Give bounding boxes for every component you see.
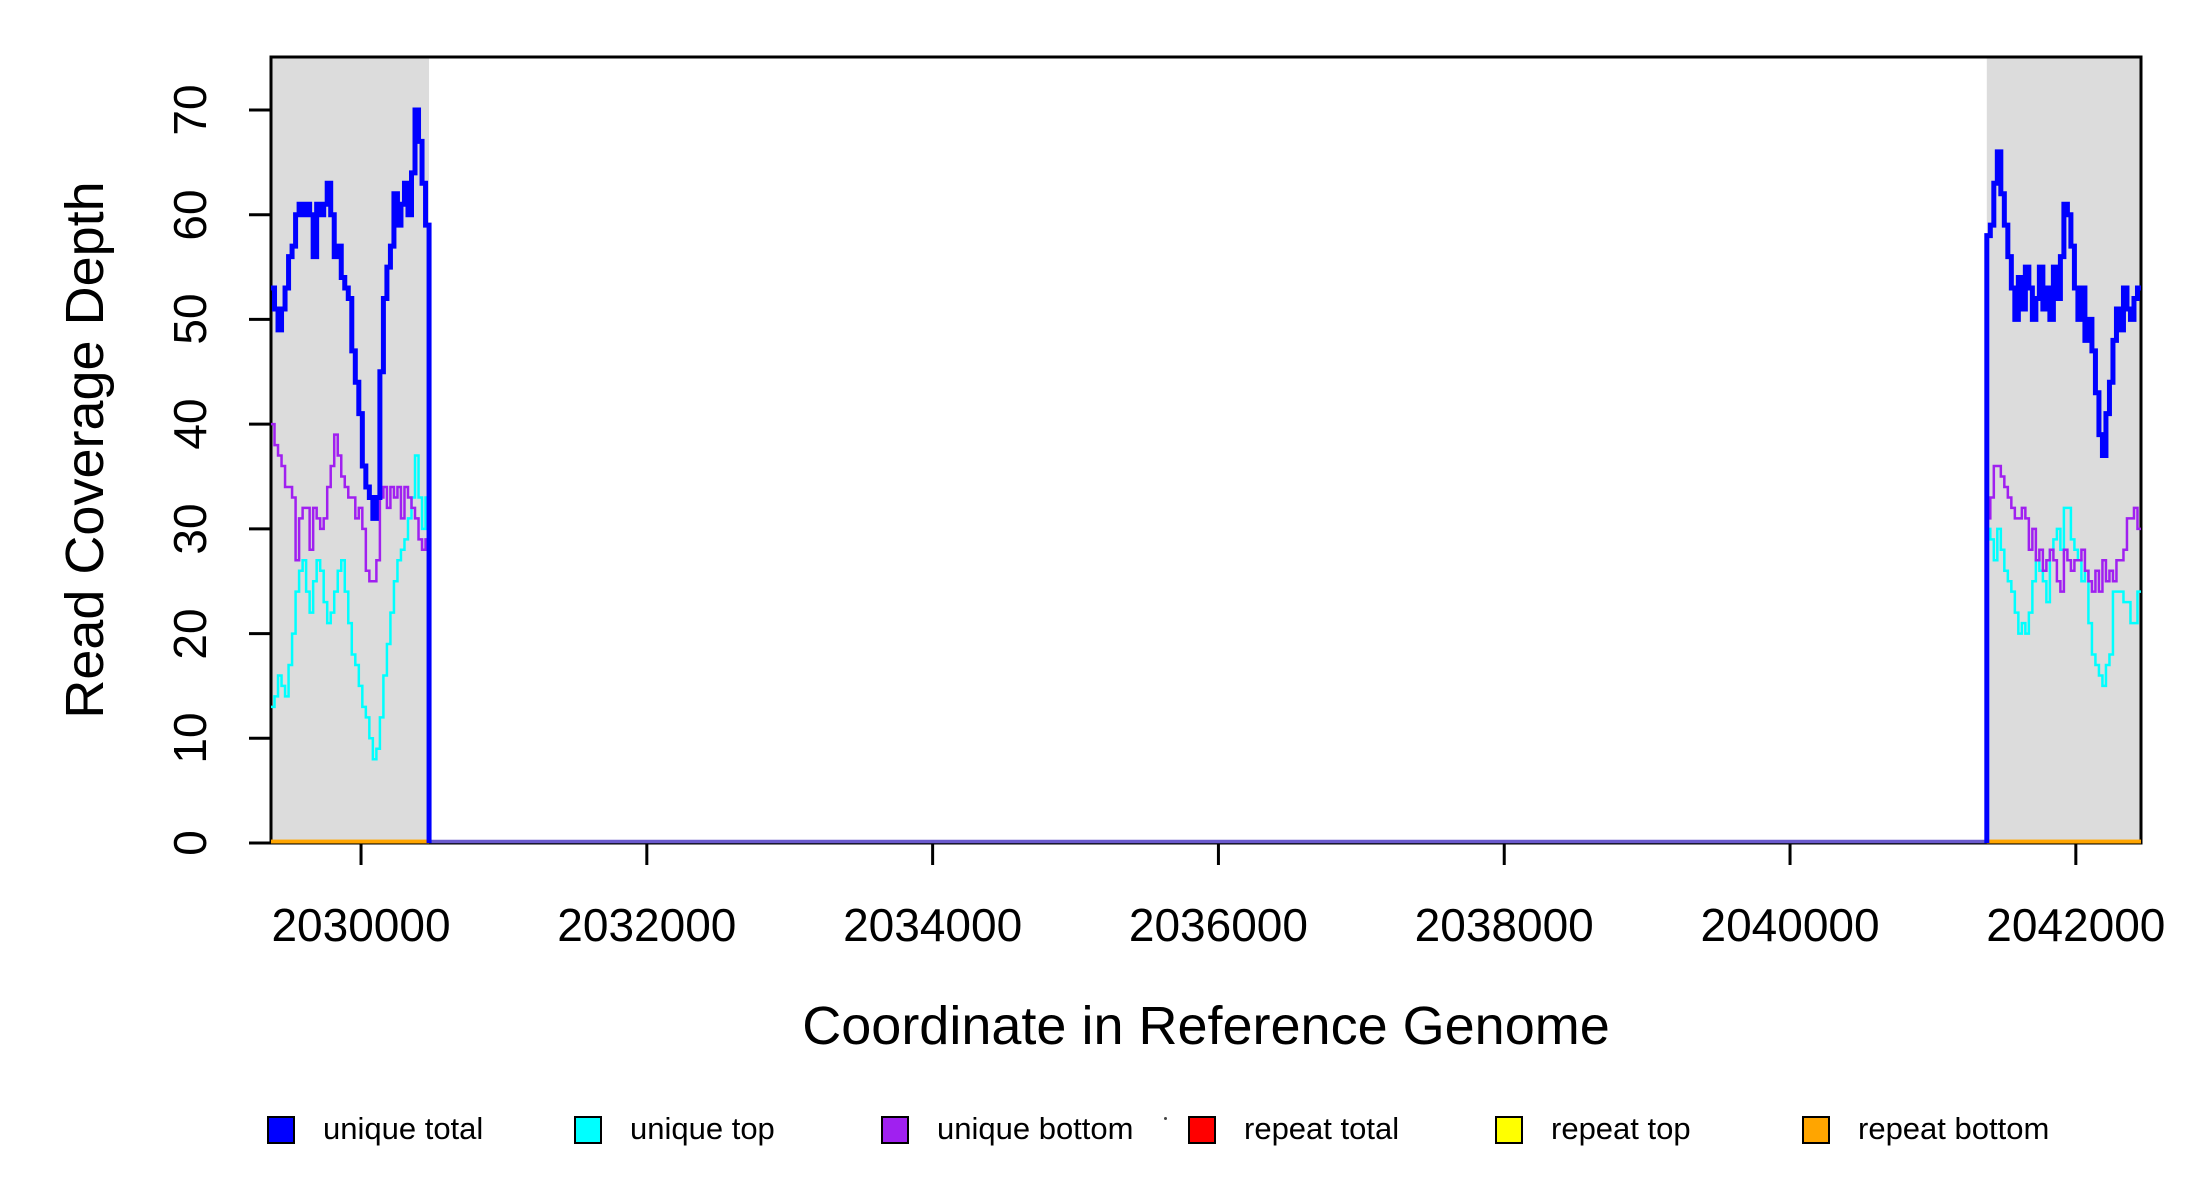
legend-swatch-unique-total xyxy=(267,1116,295,1144)
x-tick-label-2038000: 2038000 xyxy=(1414,899,1594,951)
legend-swatch-repeat-top xyxy=(1495,1116,1523,1144)
x-tick-label-2032000: 2032000 xyxy=(557,899,737,951)
legend-swatch-unique-bottom xyxy=(881,1116,909,1144)
x-tick-label-2040000: 2040000 xyxy=(1700,899,1880,951)
stray-dot xyxy=(1164,1117,1167,1120)
unique-total-trace-right xyxy=(1984,149,2141,843)
x-tick-label-2036000: 2036000 xyxy=(1128,899,1308,951)
shaded-region-right xyxy=(1986,57,2141,843)
y-tick-label-50: 50 xyxy=(164,293,216,346)
unique-top-trace-right xyxy=(1985,506,2141,843)
y-tick-label-60: 60 xyxy=(164,189,216,241)
unique-bottom-trace-right xyxy=(1985,464,2141,843)
legend-label-unique-total: unique total xyxy=(323,1111,484,1146)
legend-label-repeat-bottom: repeat bottom xyxy=(1858,1111,2050,1146)
y-tick-label-20: 20 xyxy=(164,607,216,660)
legend-swatch-unique-top xyxy=(574,1116,602,1144)
legend-swatch-repeat-total xyxy=(1188,1116,1216,1144)
x-axis-title: Coordinate in Reference Genome xyxy=(802,996,1610,1056)
y-tick-label-10: 10 xyxy=(164,712,216,764)
unique-total-trace-left xyxy=(271,107,432,843)
plot-box xyxy=(269,55,2143,845)
x-tick-label-2034000: 2034000 xyxy=(843,899,1023,951)
x-tick-label-2030000: 2030000 xyxy=(271,899,451,951)
legend-label-unique-bottom: unique bottom xyxy=(937,1111,1134,1146)
legend-label-repeat-top: repeat top xyxy=(1551,1111,1691,1146)
y-axis-title: Read Coverage Depth xyxy=(55,181,115,719)
x-tick-label-2042000: 2042000 xyxy=(1986,899,2166,951)
legend-label-unique-top: unique top xyxy=(630,1111,775,1146)
legend-swatch-repeat-bottom xyxy=(1802,1116,1830,1144)
legend-label-repeat-total: repeat total xyxy=(1244,1111,1400,1146)
y-tick-label-0: 0 xyxy=(164,830,216,856)
y-tick-label-30: 30 xyxy=(164,503,216,555)
unique-bottom-trace-left xyxy=(271,422,431,843)
shaded-region-left xyxy=(271,57,430,843)
y-tick-label-70: 70 xyxy=(164,84,216,136)
y-tick-label-40: 40 xyxy=(164,398,216,450)
unique-top-trace-left xyxy=(271,454,431,843)
